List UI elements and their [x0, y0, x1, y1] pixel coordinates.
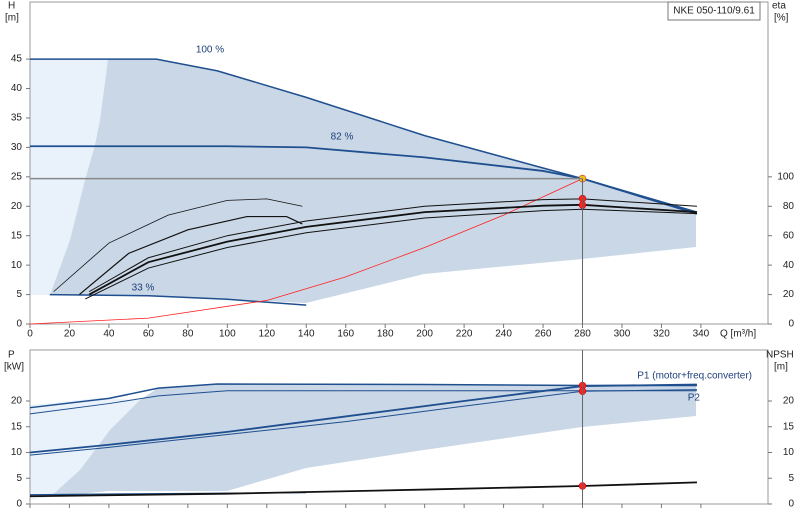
plot-frame: [29, 1, 769, 325]
y-tick-label: 20: [11, 201, 23, 212]
curve: [88, 198, 697, 293]
x-tick-label: 320: [653, 329, 670, 340]
y-tick-label: 15: [11, 421, 23, 432]
y2-tick-label: 5: [788, 473, 794, 484]
y-tick-label: 15: [11, 230, 23, 241]
annotation: 82 %: [331, 132, 354, 143]
y-tick-label: 0: [16, 319, 22, 330]
y-tick-label: 5: [16, 289, 22, 300]
y2-tick-label: 20: [783, 289, 795, 300]
y-tick-label: 5: [16, 473, 22, 484]
x-tick-label: 240: [495, 329, 512, 340]
y-axis-label: P: [8, 350, 15, 361]
curve: [53, 198, 303, 292]
y2-tick-label: 0: [788, 319, 794, 330]
y-axis-unit: [kW]: [4, 362, 24, 373]
y2-tick-label: 40: [783, 260, 795, 271]
y-tick-label: 25: [11, 171, 23, 182]
x-tick-label: 280: [574, 329, 591, 340]
x-tick-label: 120: [258, 329, 275, 340]
y2-axis-unit: [%]: [774, 13, 789, 24]
y2-tick-label: 0: [788, 499, 794, 510]
curve: [29, 178, 583, 325]
x-tick-label: 300: [614, 329, 631, 340]
y2-tick-label: 20: [783, 396, 795, 407]
y2-tick-label: 15: [783, 421, 795, 432]
x-axis-label: Q [m³/h]: [720, 329, 756, 340]
chart-title: NKE 050-110/9.61: [673, 6, 755, 17]
x-tick-label: 340: [693, 329, 710, 340]
light-area: [30, 398, 140, 500]
x-tick-label: 160: [337, 329, 354, 340]
x-tick-label: 180: [377, 329, 394, 340]
x-tick-label: 140: [298, 329, 315, 340]
y-tick-label: 0: [16, 499, 22, 510]
x-tick-label: 220: [456, 329, 473, 340]
y-axis-unit: [m]: [5, 13, 19, 24]
annotation: P2: [688, 393, 701, 404]
annotation: 100 %: [196, 45, 224, 56]
x-tick-label: 200: [416, 329, 433, 340]
y-tick-label: 40: [11, 83, 23, 94]
x-tick-label: 40: [103, 329, 115, 340]
y2-tick-label: 100: [777, 171, 794, 182]
x-tick-label: 260: [535, 329, 552, 340]
curve: [29, 481, 697, 498]
x-tick-label: 80: [182, 329, 194, 340]
x-tick-label: 100: [219, 329, 236, 340]
operating-area: [50, 59, 696, 303]
y-tick-label: 30: [11, 142, 23, 153]
y-tick-label: 45: [11, 54, 23, 65]
y2-tick-label: 60: [783, 230, 795, 241]
curve: [88, 203, 698, 296]
light-area: [30, 59, 108, 295]
curve: [85, 208, 697, 300]
y2-tick-label: 10: [783, 447, 795, 458]
y-axis-label: H: [8, 1, 15, 12]
y-tick-label: 10: [11, 447, 23, 458]
annotation: P1 (motor+freq.converter): [637, 371, 752, 382]
y-tick-label: 20: [11, 396, 23, 407]
x-tick-label: 0: [27, 329, 33, 340]
y2-axis-label: NPSH: [766, 350, 794, 361]
y2-axis-unit: [m]: [774, 362, 788, 373]
y2-tick-label: 80: [783, 201, 795, 212]
curve: [78, 215, 303, 296]
operating-area: [50, 384, 696, 497]
x-tick-label: 60: [143, 329, 155, 340]
curve: [49, 293, 307, 306]
annotation: 33 %: [132, 283, 155, 294]
x-tick-label: 20: [64, 329, 76, 340]
y-tick-label: 35: [11, 113, 23, 124]
y2-axis-label: eta: [772, 1, 786, 12]
title-box: [667, 1, 761, 21]
y-tick-label: 10: [11, 260, 23, 271]
